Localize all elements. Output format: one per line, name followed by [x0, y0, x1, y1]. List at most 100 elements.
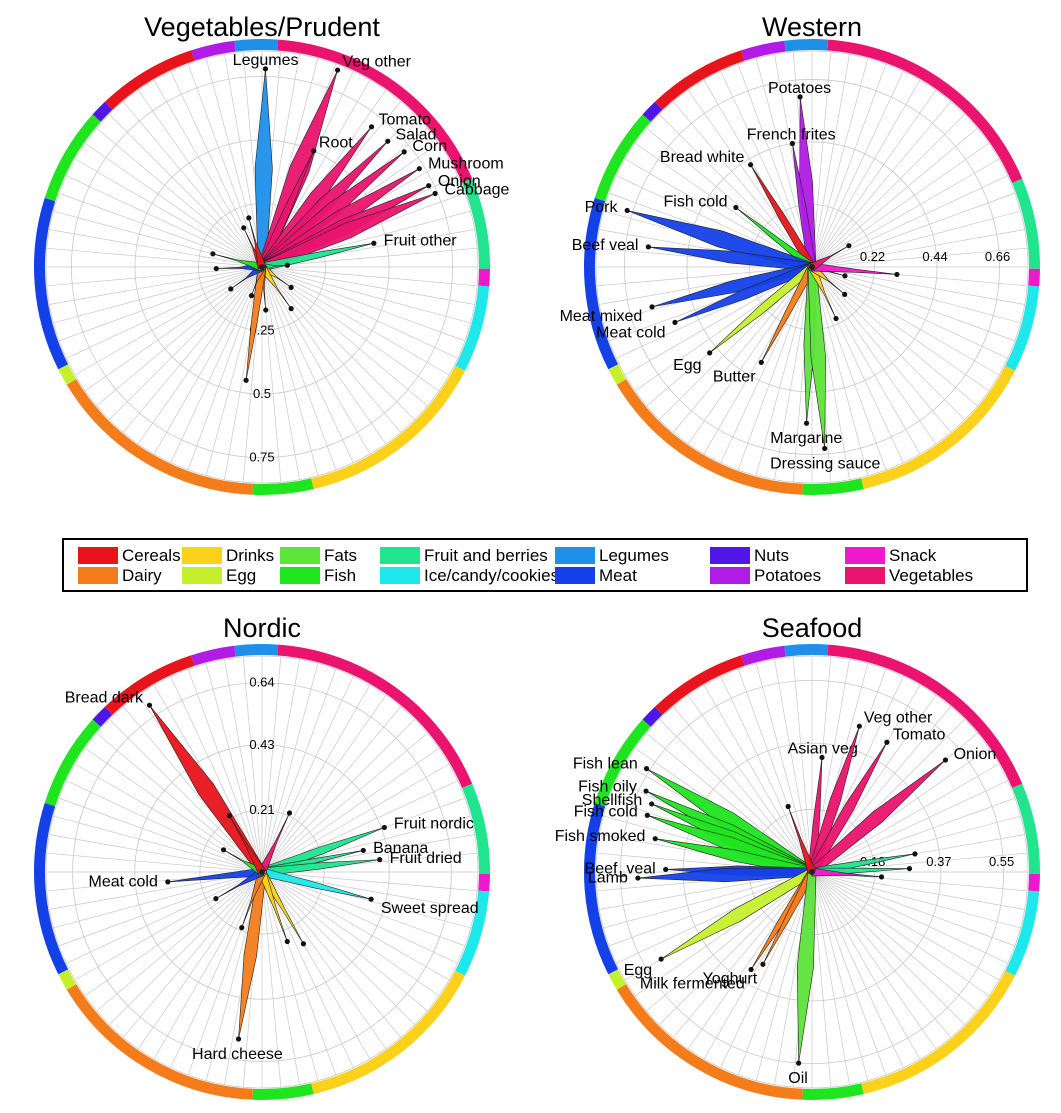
tick-label: 0.55: [989, 854, 1014, 869]
legend-label: Drinks: [226, 546, 274, 565]
spike-label: Lamb: [588, 869, 628, 886]
spike-label: Yoghurt: [703, 970, 758, 987]
tick-label: 0.37: [926, 854, 951, 869]
spike-tip-point: [246, 215, 252, 221]
spike-tip-point: [652, 836, 658, 842]
spike-tip-point: [368, 124, 375, 130]
spike-tip-point: [663, 866, 669, 873]
spike-label: Dressing sauce: [770, 455, 880, 472]
legend-swatch-vegetables: [845, 567, 885, 584]
ring-segment-ice-candy-cookies: [455, 890, 490, 976]
ring-segment-drinks: [861, 365, 1016, 490]
spike-label: Fish cold: [574, 804, 638, 821]
center-point: [809, 264, 815, 270]
ring-segment-dairy: [66, 379, 253, 495]
spike-label: Mushroom: [428, 155, 504, 172]
spike-tip-point: [210, 251, 216, 257]
center-point: [259, 264, 265, 270]
legend-label: Snack: [889, 546, 937, 565]
ring-segment-potatoes: [191, 645, 236, 666]
spike-tip-point: [368, 896, 374, 902]
spike-tip-point: [263, 307, 269, 313]
spike-tip-point: [789, 140, 796, 147]
tick-label: 0.75: [249, 450, 274, 465]
spike-tip-point: [846, 243, 852, 249]
center-point: [809, 869, 815, 875]
polar-grid: [595, 50, 1029, 484]
ring-segment-ice-candy-cookies: [455, 285, 490, 371]
ring-segment-fish: [252, 1083, 314, 1100]
legend-swatch-fats: [280, 547, 320, 564]
spike-tip-point: [235, 1036, 242, 1042]
ring-segment-potatoes: [741, 645, 786, 666]
spike-label: Fruit nordic: [394, 816, 474, 833]
ring-segment-cereals: [654, 50, 745, 110]
ring-segment-fruit-and-berries: [462, 783, 490, 874]
spike-label: Legumes: [233, 52, 299, 69]
spike-label: Cabbage: [444, 181, 509, 198]
spike-tip-point: [822, 445, 828, 452]
spike-tip-point: [856, 723, 862, 729]
legend-label: Cereals: [122, 546, 181, 565]
spike-label: Fish cold: [664, 194, 728, 211]
center-point: [259, 869, 265, 875]
ring-segment-vegetables: [827, 39, 1023, 183]
spike-tip-point: [213, 265, 219, 272]
legend-label: Fruit and berries: [424, 546, 548, 565]
spike-tip-point: [942, 757, 949, 763]
tick-label: 0.66: [985, 249, 1010, 264]
spike-label: French frites: [747, 127, 836, 144]
spike-label: Asian veg: [788, 741, 858, 758]
spike-label: Hard cheese: [192, 1046, 283, 1063]
legend-swatch-fruit-and-berries: [380, 547, 420, 564]
spike-label: Root: [319, 135, 353, 152]
spike-tip-point: [842, 273, 848, 279]
spike-tip-point: [426, 183, 432, 189]
spike-tip-point: [649, 304, 655, 310]
spike-tip-point: [381, 824, 387, 831]
legend-swatch-egg: [182, 567, 222, 584]
tick-label: 0.44: [922, 249, 947, 264]
legend-swatch-snack: [845, 547, 885, 564]
spike-label: Tomato: [893, 726, 946, 743]
spike-tip-point: [803, 420, 810, 426]
ring-segment-vegetables: [277, 39, 473, 183]
spike-tip-point: [760, 961, 766, 967]
ring-segment-potatoes: [741, 40, 786, 61]
spike-tip-point: [241, 225, 247, 231]
spike-label: Banana: [373, 840, 428, 857]
spike-label: Onion: [954, 746, 997, 763]
ring-segment-egg: [58, 364, 77, 385]
spike-tip-point: [213, 896, 219, 902]
tick-label: 0.43: [249, 737, 274, 752]
spike-tip-point: [707, 350, 713, 356]
legend-swatch-nuts: [710, 547, 750, 564]
panel-western: Western 0.22 0.44 0.66 Potatoes French frites…: [560, 12, 1040, 495]
spike-tip-point: [401, 149, 407, 155]
ring-segment-drinks: [861, 970, 1016, 1095]
ring-segment-legumes: [784, 39, 829, 52]
panel-title: Vegetables/Prudent: [144, 12, 380, 42]
spike-tip-point: [748, 966, 754, 973]
ring-segment-nuts: [92, 706, 113, 727]
spike-tip-point: [262, 66, 269, 72]
spike-tip-point: [334, 67, 341, 73]
spike-label: Fruit other: [384, 233, 458, 250]
legend-label: Potatoes: [754, 566, 821, 585]
spike-label: Bread dark: [65, 690, 144, 707]
panel-title: Western: [762, 12, 862, 42]
spike-tip-point: [624, 207, 630, 214]
spike-label: Meat cold: [89, 874, 158, 891]
panel-title: Seafood: [762, 613, 863, 643]
tick-label: 0.5: [253, 386, 271, 401]
spike-tip-point: [672, 319, 678, 325]
spike-tip-point: [635, 875, 641, 881]
ring-segment-nuts: [92, 101, 113, 122]
spike-label: Veg other: [864, 710, 933, 727]
spike-tip-point: [733, 204, 739, 211]
ring-segment-dairy: [66, 984, 253, 1100]
ring-segment-ice-candy-cookies: [1005, 890, 1040, 976]
spike-tip-point: [747, 162, 754, 168]
spike-tip-point: [819, 754, 825, 761]
